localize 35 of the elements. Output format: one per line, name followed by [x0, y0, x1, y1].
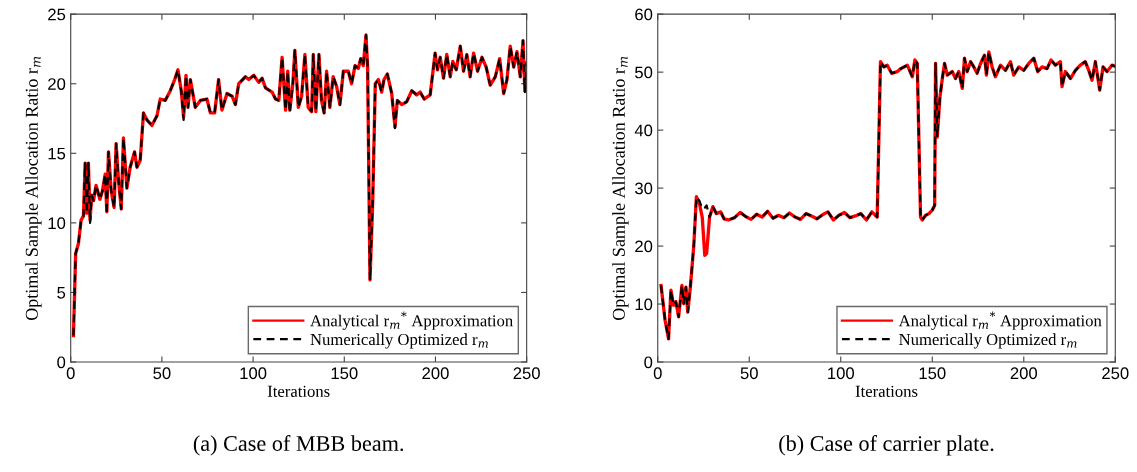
y-axis-title: Optimal Sample Allocation Ratio r$_{m}$	[612, 56, 629, 321]
y-tick-label: 0	[57, 356, 66, 369]
x-tick-label: 150	[331, 367, 358, 380]
x-tick-label: 100	[240, 367, 267, 380]
y-tick-label: 10	[48, 217, 66, 230]
x-tick-label: 250	[1102, 367, 1129, 380]
legend-label: Analytical r$_{m}$$^{*}$ Approximation	[310, 311, 513, 330]
legend-label: Numerically Optimized r$_{m}$	[310, 333, 488, 349]
x-tick-label: 0	[653, 367, 662, 380]
y-tick-label: 20	[48, 78, 66, 90]
text: (a) Case of MBB beam.	[193, 435, 404, 456]
x-axis-title: Iterations	[855, 385, 918, 397]
y-tick-label: 15	[48, 147, 66, 160]
x-tick-label: 250	[513, 367, 540, 380]
y-tick-label: 25	[48, 8, 66, 21]
x-axis-title: Iterations	[267, 385, 330, 397]
y-tick-label: 5	[57, 287, 66, 299]
x-tick-label: 50	[740, 367, 758, 380]
x-tick-label: 200	[1010, 367, 1038, 380]
x-tick-label: 0	[66, 367, 75, 380]
y-tick-label: 20	[635, 240, 653, 253]
x-tick-label: 200	[422, 367, 449, 380]
y-axis-title: Optimal Sample Allocation Ratio r$_{m}$	[25, 56, 42, 321]
y-tick-label: 50	[635, 66, 653, 79]
x-tick-label: 100	[828, 367, 855, 380]
y-tick-label: 40	[634, 124, 653, 137]
y-tick-label: 30	[634, 182, 653, 195]
x-tick-label: 50	[153, 367, 171, 380]
x-tick-label: 150	[919, 367, 946, 380]
legend-label: Numerically Optimized r$_{m}$	[899, 333, 1077, 349]
y-tick-label: 0	[644, 356, 653, 369]
y-tick-label: 10	[635, 298, 653, 311]
legend-label: Analytical r$_{m}$$^{*}$ Approximation	[898, 311, 1102, 330]
text: (b) Case of carrier plate.	[779, 435, 994, 456]
y-tick-label: 60	[635, 8, 653, 21]
